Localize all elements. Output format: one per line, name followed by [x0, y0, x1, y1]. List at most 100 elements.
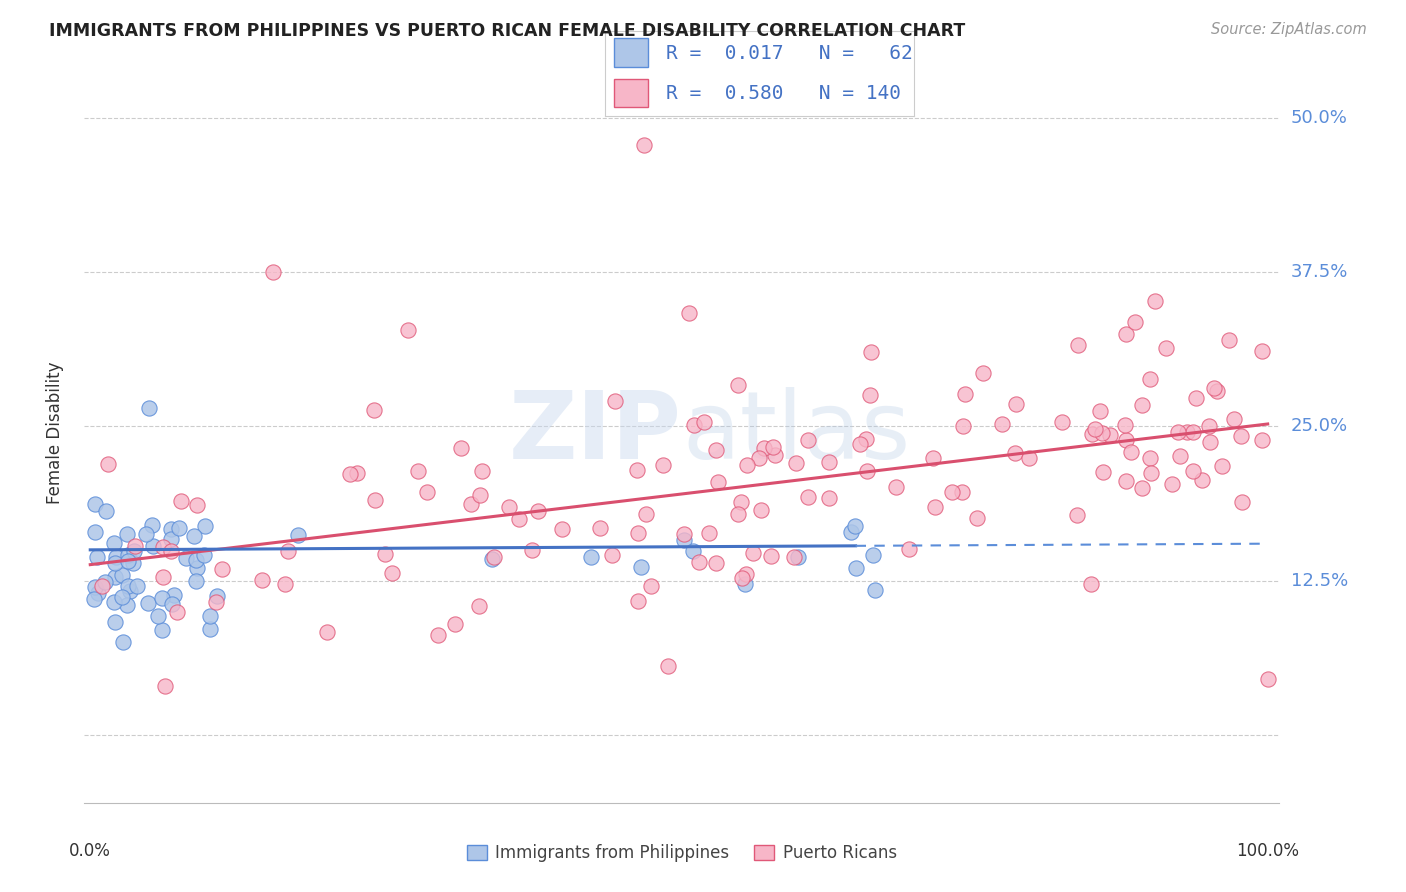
Point: [898, 542, 921, 557]
Point: [953, 387, 976, 401]
Point: [863, 583, 886, 598]
Point: [678, 305, 700, 319]
Point: [844, 518, 866, 533]
Point: [651, 458, 673, 472]
Point: [924, 500, 946, 514]
Point: [1139, 372, 1161, 386]
Point: [972, 366, 994, 380]
Text: R =  0.017   N =   62: R = 0.017 N = 62: [666, 44, 912, 62]
Point: [735, 567, 758, 582]
Text: 0.0%: 0.0%: [69, 842, 111, 860]
Point: [1250, 343, 1272, 358]
Point: [633, 138, 655, 153]
Point: [1052, 416, 1074, 430]
Point: [1119, 445, 1142, 459]
Point: [211, 561, 233, 575]
Point: [1090, 404, 1112, 418]
Point: [1098, 427, 1121, 442]
Point: [707, 475, 730, 489]
Point: [166, 605, 188, 619]
Point: [124, 539, 146, 553]
Text: Source: ZipAtlas.com: Source: ZipAtlas.com: [1211, 22, 1367, 37]
Point: [111, 568, 134, 582]
Point: [782, 549, 804, 564]
Point: [752, 441, 775, 455]
Point: [818, 491, 841, 505]
Point: [198, 608, 221, 623]
Point: [160, 544, 183, 558]
Point: [194, 518, 217, 533]
Point: [193, 548, 215, 562]
Point: [859, 344, 882, 359]
Point: [207, 589, 229, 603]
Point: [589, 521, 612, 535]
Point: [1004, 446, 1026, 460]
Point: [363, 402, 385, 417]
Point: [152, 540, 174, 554]
Point: [763, 448, 786, 462]
Point: [859, 388, 882, 402]
Point: [122, 544, 145, 558]
Point: [374, 547, 396, 561]
Point: [250, 574, 273, 588]
Point: [640, 579, 662, 593]
Point: [762, 440, 785, 454]
Point: [468, 599, 491, 613]
Point: [508, 512, 530, 526]
Point: [274, 576, 297, 591]
Point: [1211, 459, 1233, 474]
Point: [630, 559, 652, 574]
Point: [1143, 293, 1166, 308]
Point: [1154, 341, 1177, 355]
Point: [363, 492, 385, 507]
Point: [1132, 481, 1154, 495]
Point: [104, 569, 127, 583]
Point: [277, 544, 299, 558]
Point: [103, 595, 125, 609]
Point: [1181, 464, 1204, 478]
Point: [105, 549, 128, 564]
Point: [91, 579, 114, 593]
Point: [117, 548, 139, 562]
Point: [111, 634, 134, 648]
Point: [1005, 397, 1028, 411]
Point: [84, 525, 107, 540]
Point: [748, 451, 770, 466]
Text: atlas: atlas: [682, 386, 910, 479]
Point: [950, 485, 973, 500]
Point: [167, 521, 190, 535]
Point: [1132, 398, 1154, 412]
Point: [86, 586, 108, 600]
Point: [141, 517, 163, 532]
Point: [96, 504, 118, 518]
Point: [287, 527, 309, 541]
Point: [481, 551, 503, 566]
Point: [1018, 450, 1040, 465]
Point: [657, 658, 679, 673]
Text: 37.5%: 37.5%: [1291, 263, 1348, 281]
Point: [184, 574, 207, 589]
Text: R =  0.580   N = 140: R = 0.580 N = 140: [666, 85, 901, 103]
Point: [1198, 419, 1220, 434]
Point: [520, 542, 543, 557]
Point: [138, 401, 160, 415]
Point: [759, 549, 782, 564]
Point: [406, 464, 429, 478]
Point: [160, 533, 183, 547]
Point: [1160, 476, 1182, 491]
Point: [1167, 425, 1189, 439]
Point: [991, 417, 1014, 432]
Point: [697, 525, 720, 540]
Point: [86, 549, 108, 564]
Point: [1092, 465, 1115, 479]
Point: [1080, 577, 1102, 591]
Text: ZIP: ZIP: [509, 386, 682, 479]
Point: [83, 591, 105, 606]
Point: [163, 589, 186, 603]
Point: [1185, 391, 1208, 405]
Point: [120, 584, 142, 599]
Point: [1175, 425, 1198, 439]
Point: [688, 555, 710, 569]
Text: 100.0%: 100.0%: [1236, 842, 1299, 860]
Point: [636, 507, 658, 521]
